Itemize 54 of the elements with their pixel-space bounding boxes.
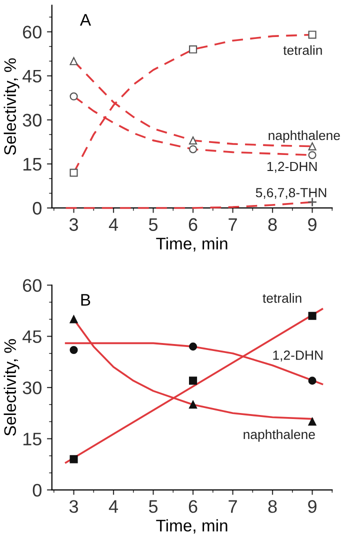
series-label: naphthalene [244,429,315,442]
x-tick-label: 4 [108,218,118,231]
point [188,45,198,54]
x-tick-label: 5 [148,218,158,231]
x-tick-label: 8 [268,500,277,513]
point [188,376,198,385]
chart-title: B [81,294,90,306]
x-tick-label: 6 [188,500,198,513]
y-tick-label: 45 [22,70,42,83]
y-tick-label: 30 [22,381,42,394]
chart-title: A [80,14,92,26]
point [188,400,198,409]
y-tick-label: 45 [22,330,42,344]
y-axis-title: Selectivity, % [4,339,20,436]
series-label: naphthalene [268,130,340,143]
point [308,376,316,385]
series-label: 5,6,7,8-THN [256,188,326,199]
y-tick-label: 60 [23,26,42,39]
x-tick-label: 7 [228,218,237,231]
series-label: 1,2-DHN [273,350,322,362]
point [308,418,316,426]
x-axis-title: Time, min [156,237,228,252]
point [70,168,78,177]
y-tick-label: 0 [32,484,42,497]
series-label: tetralin [262,293,302,303]
series-label: tetralin [283,45,322,55]
x-axis-title: Time, min [156,519,228,534]
x-tick-label: 3 [69,218,78,231]
x-tick-label: 3 [69,500,78,513]
x-tick-label: 5 [148,500,158,513]
y-tick-label: 60 [23,279,42,292]
y-tick-label: 0 [32,202,42,215]
point [188,342,198,351]
point [70,455,78,464]
y-tick-label: 15 [23,432,42,446]
x-tick-label: 4 [108,500,118,513]
point [70,346,78,354]
y-tick-label: 30 [22,114,42,127]
x-tick-label: 6 [188,218,198,231]
x-tick-label: 9 [308,218,316,231]
x-tick-label: 7 [228,500,237,513]
point [70,92,78,100]
y-tick-label: 15 [23,158,42,171]
x-tick-label: 9 [308,500,316,513]
x-tick-label: 8 [268,218,277,231]
series-label: 1,2-DHN [267,162,317,173]
point [308,30,316,39]
point [308,151,316,160]
point [70,57,78,66]
point [188,145,198,154]
point [70,315,78,324]
y-axis-title: Selectivity, % [4,58,20,155]
point [308,312,316,320]
point [188,136,198,144]
